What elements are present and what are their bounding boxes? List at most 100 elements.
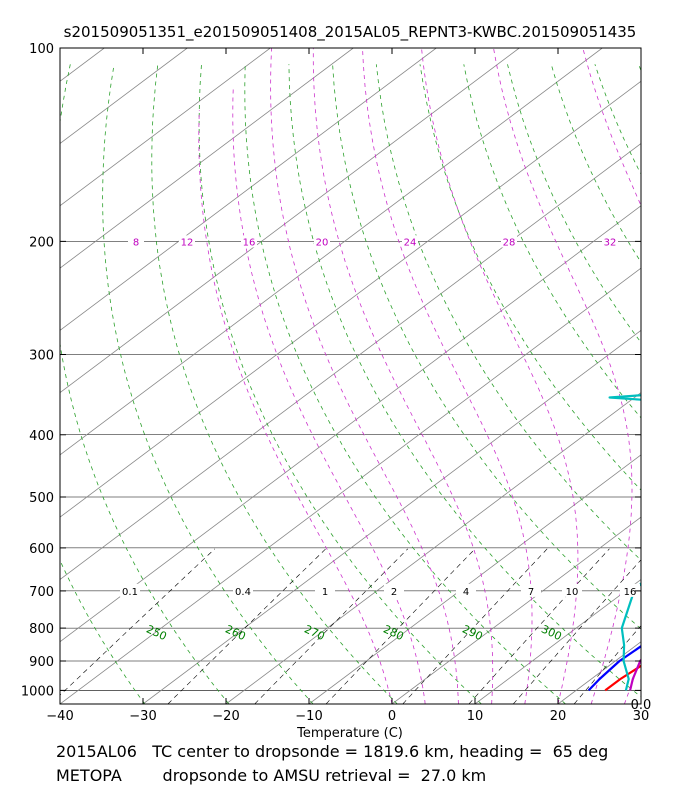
isotherm-line <box>60 48 520 394</box>
moist-adiabat-label: 24 <box>404 237 417 248</box>
mixing-ratio-label-bg <box>233 583 253 597</box>
series-red-line <box>604 664 641 692</box>
moist-adiabat-label: 20 <box>316 237 329 248</box>
dry-adiabat-label: 280 <box>381 622 406 643</box>
corner-label: 0.0 <box>631 698 652 713</box>
x-axis-label: Temperature (C) <box>296 726 403 741</box>
x-tick-label: 10 <box>467 709 484 724</box>
mixing-ratio-label-bg <box>620 583 640 597</box>
mixing-ratio-label-bg <box>562 583 582 597</box>
mixing-ratio-label: 0.1 <box>122 587 138 598</box>
mixing-ratio-label: 7 <box>528 587 534 598</box>
mixing-ratio-line <box>325 548 476 704</box>
isotherm-line <box>60 48 105 82</box>
series-blue-line <box>587 644 641 692</box>
series-cyan-line <box>608 394 641 691</box>
moist-adiabat-line <box>582 48 641 704</box>
isotherm-line <box>60 48 437 331</box>
mixing-ratio-label-bg <box>120 583 140 597</box>
mixing-ratio-label: 0.4 <box>235 587 251 598</box>
moist-label-bg <box>602 235 618 248</box>
x-tick-label: −30 <box>129 709 156 724</box>
moist-adiabat-label: 28 <box>503 237 516 248</box>
isotherm-line <box>60 48 354 269</box>
moist-adiabat-line <box>691 48 700 704</box>
moist-adiabat-label: 32 <box>604 237 617 248</box>
dry-adiabat-line <box>102 64 314 704</box>
moist-label-bg <box>314 235 330 248</box>
dry-adiabat-line <box>375 64 641 561</box>
isotherm-line <box>60 205 641 643</box>
y-tick-label: 200 <box>29 235 54 250</box>
isotherm-line <box>60 48 188 145</box>
mixing-ratio-line <box>60 548 216 696</box>
x-tick-label: 0 <box>388 709 396 724</box>
footer-line-1: 2015AL06 TC center to dropsonde = 1819.6… <box>56 742 609 761</box>
mixing-ratio-line <box>468 548 610 704</box>
dry-adiabat-line <box>550 64 641 263</box>
dry-adiabat-line <box>638 64 641 72</box>
mixing-ratio-line <box>512 559 641 704</box>
isotherm-line <box>640 703 641 704</box>
moist-label-bg <box>241 235 257 248</box>
y-tick-label: 400 <box>29 429 54 444</box>
mixing-ratio-label-bg <box>456 583 476 597</box>
y-tick-label: 300 <box>29 348 54 363</box>
y-tick-label: 800 <box>29 622 54 637</box>
x-tick-label: −20 <box>212 709 239 724</box>
y-tick-label: 900 <box>29 655 54 670</box>
moist-adiabat-label: 16 <box>243 237 256 248</box>
mixing-ratio-label: 4 <box>463 587 469 598</box>
isotherm-line <box>60 143 641 580</box>
dry-adiabat-line <box>463 64 641 419</box>
mixing-ratio-label-bg <box>315 583 335 597</box>
isotherm-line <box>142 329 641 704</box>
x-tick-label: −40 <box>46 709 73 724</box>
dry-adiabat-line <box>594 64 641 175</box>
moist-adiabat-label: 8 <box>133 237 139 248</box>
y-tick-label: 600 <box>29 542 54 557</box>
mixing-ratio-label-bg <box>521 583 541 597</box>
isotherm-line <box>60 48 271 207</box>
dry-adiabat-line <box>244 64 566 704</box>
x-tick-label: 20 <box>550 709 567 724</box>
moist-label-bg <box>402 235 418 248</box>
moist-adiabat-line <box>658 48 700 704</box>
footer-line-2: METOPA dropsonde to AMSU retrieval = 27.… <box>56 766 487 785</box>
moist-adiabat-line <box>493 48 633 704</box>
mixing-ratio-label: 10 <box>566 587 579 598</box>
moist-adiabat-line <box>421 48 579 704</box>
dry-adiabat-line <box>60 702 62 704</box>
y-tick-label: 500 <box>29 491 54 506</box>
moist-label-bg <box>179 235 195 248</box>
y-tick-label: 1000 <box>21 684 54 699</box>
mixing-ratio-label: 1 <box>322 587 328 598</box>
x-tick-label: −10 <box>295 709 322 724</box>
isotherm-line <box>0 48 21 704</box>
moist-label-bg <box>128 235 144 248</box>
dry-adiabat-label: 290 <box>460 622 485 643</box>
moist-label-bg <box>501 235 517 248</box>
mixing-ratio-line <box>254 548 409 704</box>
moist-adiabat-line <box>362 48 533 704</box>
x-tick-label: 30 <box>633 709 650 724</box>
mixing-ratio-line <box>573 625 641 704</box>
chart-title: s201509051351_e201509051408_2015AL05_REP… <box>64 23 637 42</box>
dry-adiabat-line <box>419 64 641 491</box>
dry-adiabat-label: 260 <box>223 622 248 643</box>
plot-frame <box>59 47 642 705</box>
mixing-ratio-line <box>402 548 548 704</box>
moist-adiabat-label: 12 <box>181 237 194 248</box>
isotherm-line <box>225 392 641 704</box>
isotherm-line <box>391 516 641 704</box>
isotherm-line <box>60 80 641 518</box>
moist-adiabat-line <box>270 48 459 704</box>
moist-adiabat-line <box>312 48 494 704</box>
moist-adiabat-line <box>232 86 426 704</box>
isotherm-line <box>308 454 641 704</box>
y-tick-label: 100 <box>29 42 54 57</box>
dry-adiabat-line <box>288 64 641 698</box>
dry-adiabat-line <box>60 559 146 704</box>
dry-adiabat-line <box>682 64 700 704</box>
